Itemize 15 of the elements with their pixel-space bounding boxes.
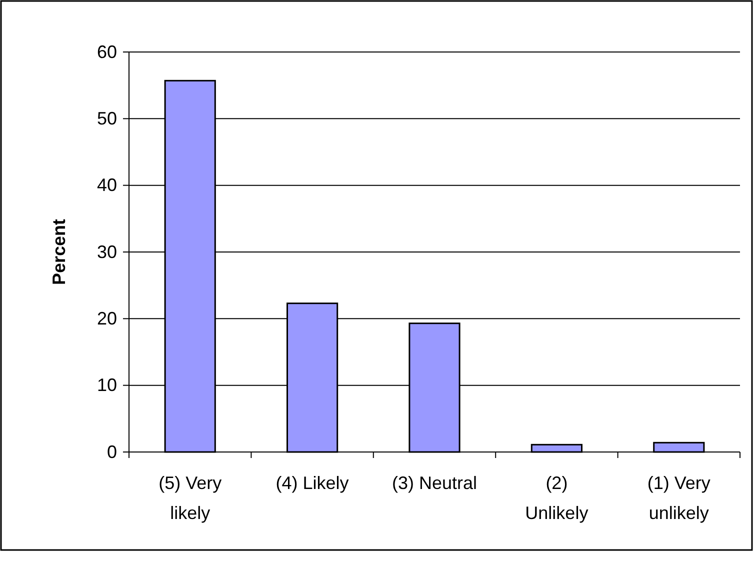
x-tick-label: (4) Likely [276, 473, 349, 493]
x-tick-label: (3) Neutral [392, 473, 478, 493]
y-axis-title: Percent [49, 218, 69, 286]
x-tick-label: (2) Unlikely [525, 473, 588, 523]
y-tick-label: 10 [96, 375, 117, 396]
x-tick-label: (1) Very unlikely [647, 473, 710, 523]
y-tick-label: 20 [96, 308, 117, 328]
bar [653, 442, 705, 453]
bar [530, 444, 582, 453]
y-tick-label: 40 [96, 175, 117, 196]
y-tick-label: 50 [96, 108, 117, 128]
y-tick-label: 0 [106, 442, 117, 462]
x-tick-label: (5) Very likely [158, 473, 222, 523]
y-tick-label: 60 [96, 42, 117, 62]
y-tick-label: 30 [96, 242, 117, 262]
